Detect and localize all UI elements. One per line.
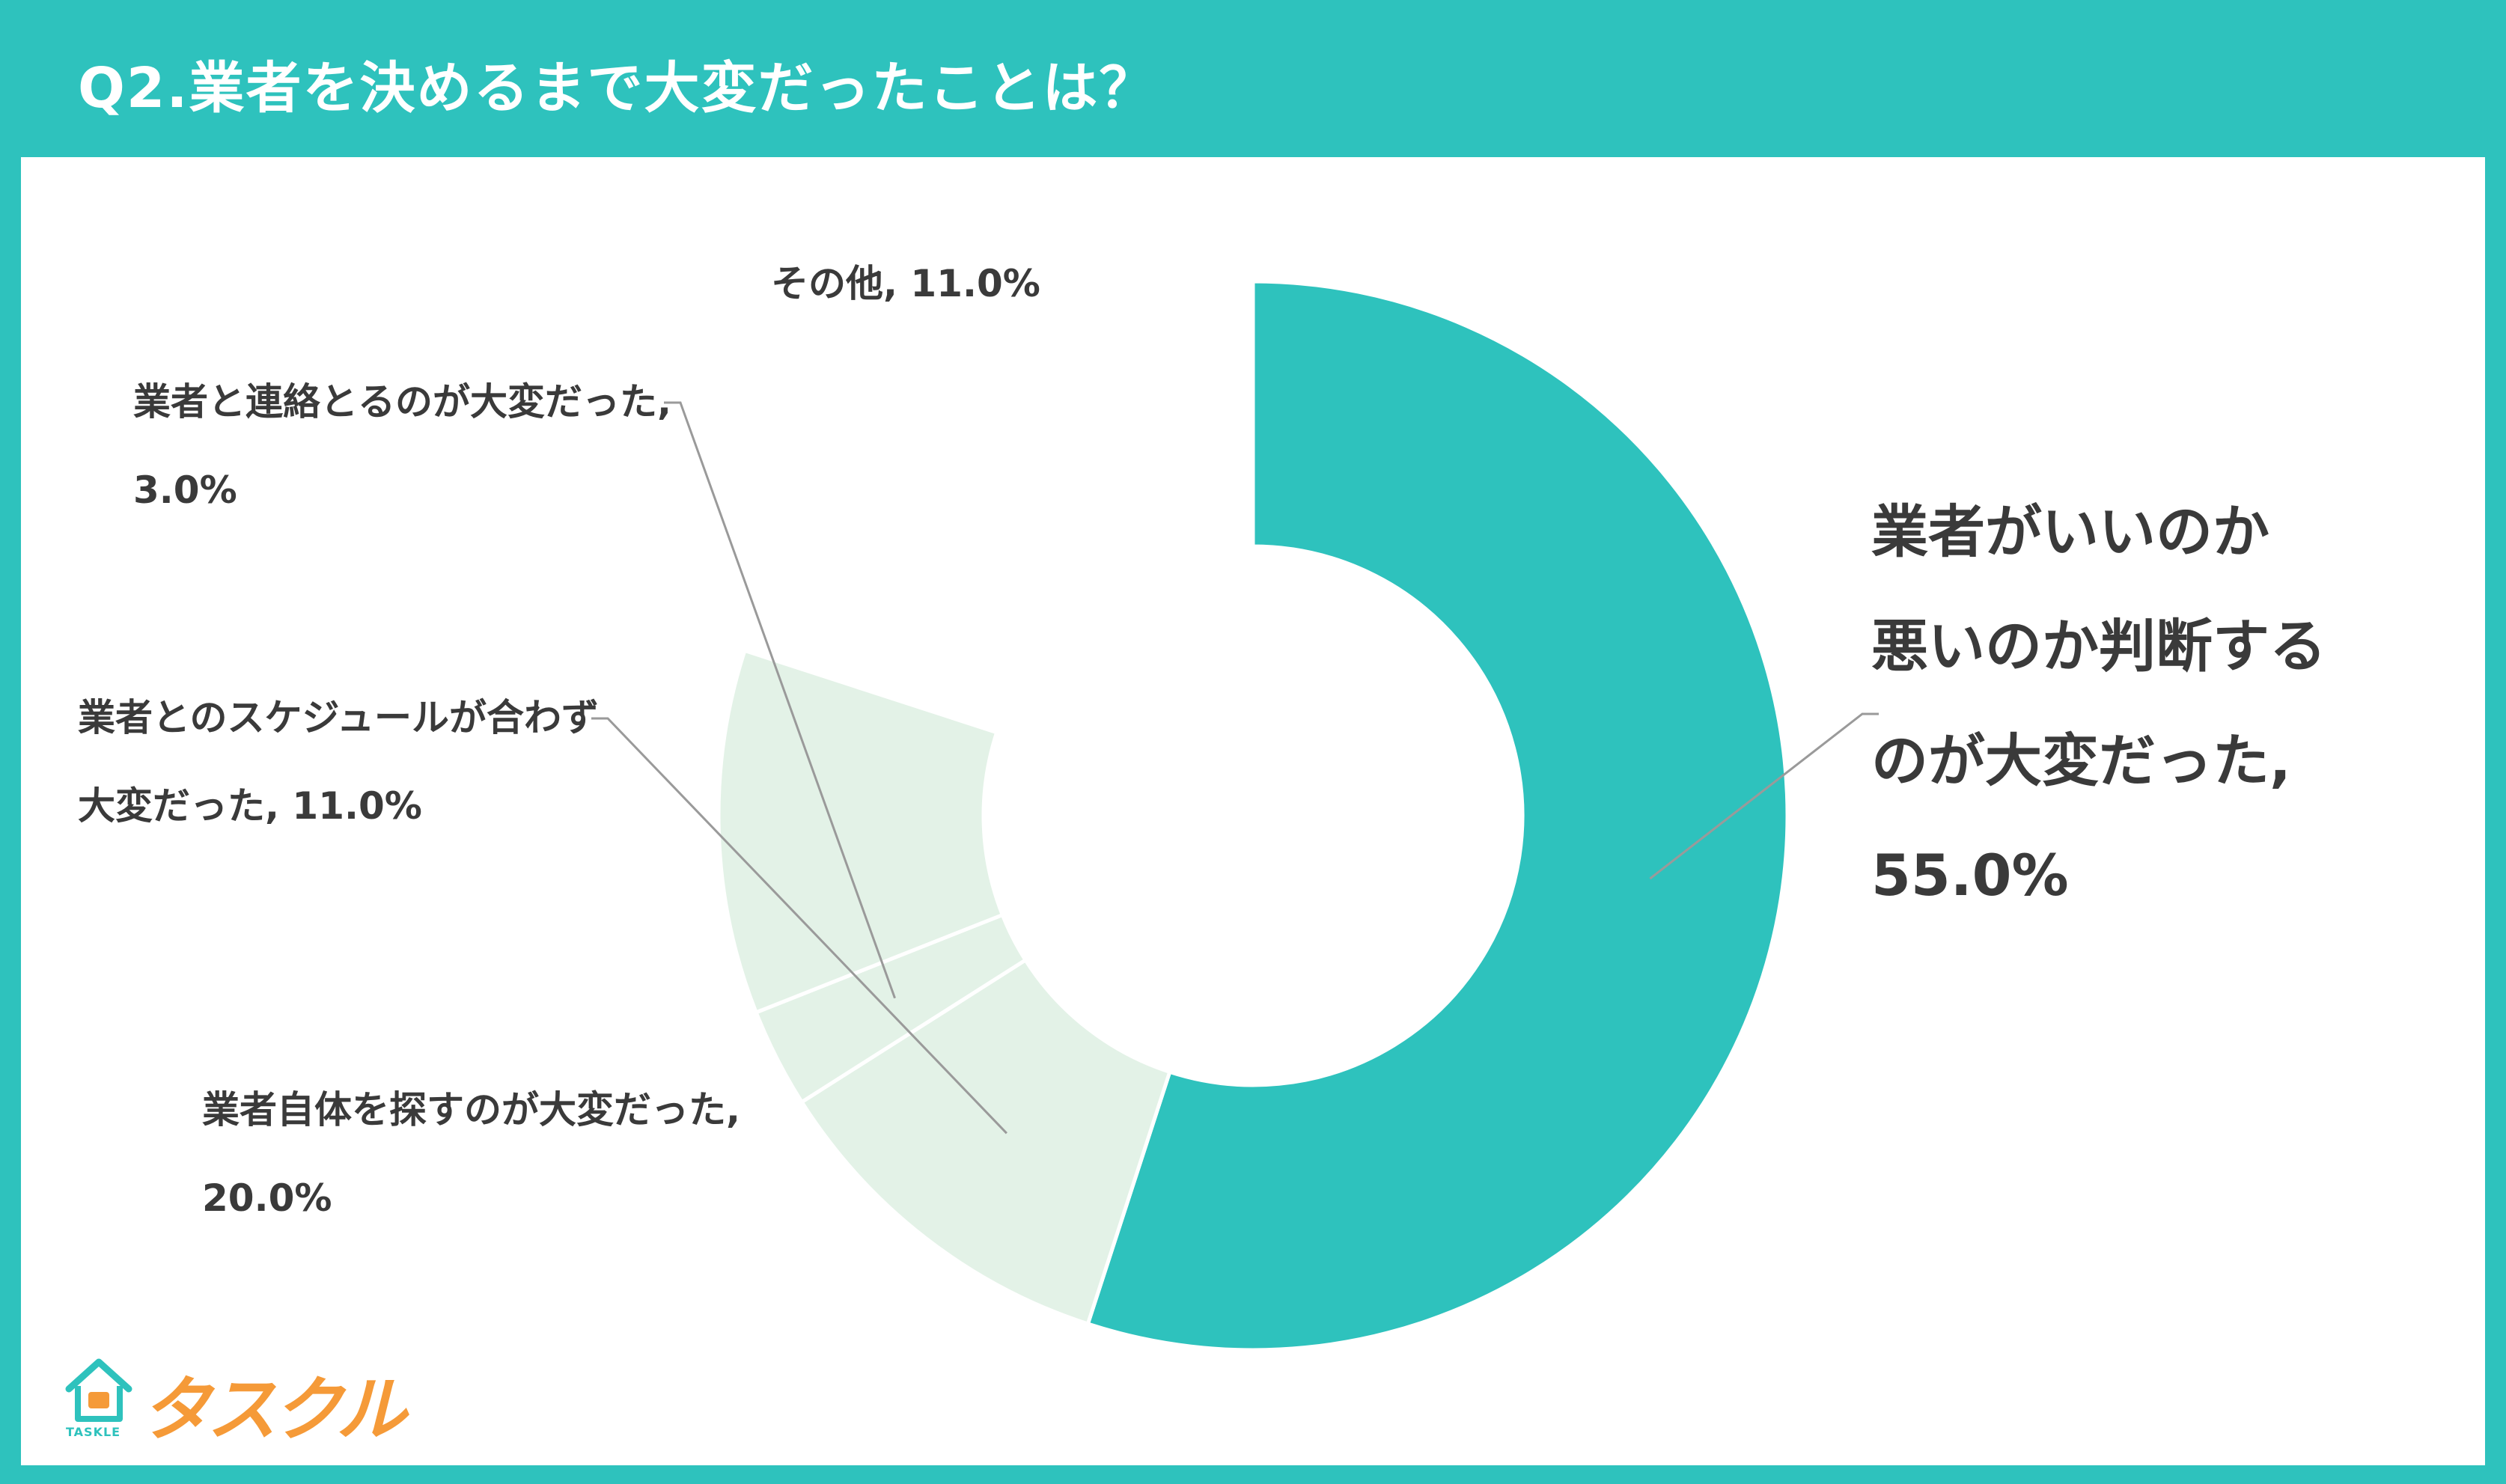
slice-label-0: 業者がいいのか 悪いのか判断する のが大変だった, 55.0% [1871, 474, 2326, 932]
slice-label-3: 業者と連絡とるのが大変だった, 3.0% [133, 358, 671, 534]
slice-label-4-line-0: その他, 11.0% [771, 262, 1040, 305]
slice-label-0-line-2: のが大変だった, [1871, 727, 2291, 794]
donut-slice-0 [1085, 279, 1790, 1352]
taskle-logo: TASKLE タスクル [63, 1356, 406, 1451]
slice-label-2-line-1: 大変だった, 11.0% [78, 784, 422, 828]
slice-label-1: 業者自体を探すのが大変だった, 20.0% [202, 1066, 740, 1242]
logo-text: タスクル [141, 1370, 406, 1451]
slice-label-4: その他, 11.0% [771, 239, 1040, 328]
slice-label-3-line-1: 3.0% [133, 468, 237, 512]
leader-line-3 [664, 401, 896, 999]
slice-label-0-line-0: 業者がいいのか [1871, 498, 2269, 565]
leader-line-0 [1649, 712, 1879, 880]
donut-slice-2 [799, 957, 1172, 1327]
leader-line-2 [591, 717, 1007, 1135]
house-icon [65, 1358, 132, 1422]
slice-label-0-line-3: 55.0% [1871, 842, 2069, 909]
slice-label-1-line-1: 20.0% [202, 1176, 332, 1220]
logo-sub-text: TASKLE [66, 1425, 121, 1439]
slice-label-2-line-0: 業者とのスケジュールが合わず [78, 696, 599, 739]
donut-slice-4 [716, 648, 1005, 1016]
slice-label-1-line-0: 業者自体を探すのが大変だった, [202, 1088, 740, 1132]
slice-label-0-line-1: 悪いのか判断する [1871, 613, 2326, 680]
chart-title: Q2.業者を決めるまで大変だったことは？ [78, 56, 1156, 120]
slice-label-3-line-0: 業者と連絡とるのが大変だった, [133, 380, 671, 424]
slices-group [716, 279, 1790, 1352]
slice-label-2: 業者とのスケジュールが合わず 大変だった, 11.0% [78, 674, 599, 850]
leader-lines-group [591, 401, 1879, 1135]
